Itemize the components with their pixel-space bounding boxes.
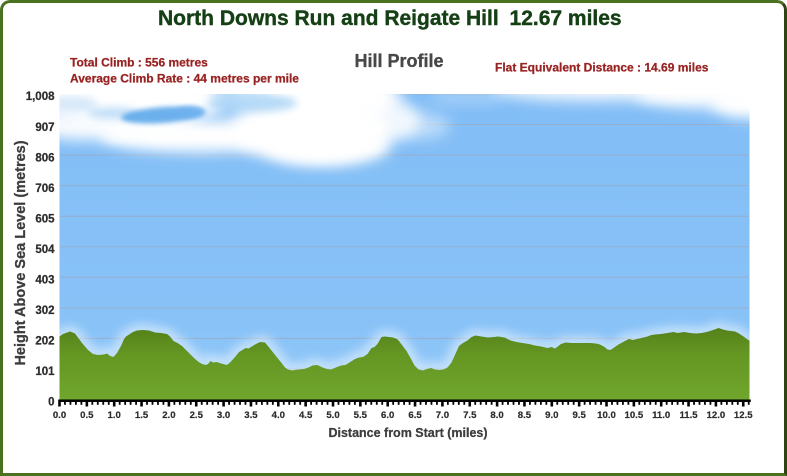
svg-text:6.5: 6.5 bbox=[408, 410, 422, 421]
svg-text:504: 504 bbox=[35, 244, 55, 256]
svg-text:3.0: 3.0 bbox=[217, 410, 230, 421]
svg-text:Distance from Start (miles): Distance from Start (miles) bbox=[328, 426, 487, 440]
svg-text:2.0: 2.0 bbox=[162, 410, 175, 421]
svg-text:Hill Profile: Hill Profile bbox=[354, 51, 443, 71]
svg-text:Height Above Sea Level (metres: Height Above Sea Level (metres) bbox=[13, 140, 29, 365]
svg-text:0.5: 0.5 bbox=[80, 410, 94, 421]
svg-text:12.5: 12.5 bbox=[734, 410, 753, 421]
svg-text:101: 101 bbox=[35, 366, 55, 378]
svg-text:Total Climb : 556 metres: Total Climb : 556 metres bbox=[70, 56, 208, 70]
svg-text:Average Climb Rate : 44 metres: Average Climb Rate : 44 metres per mile bbox=[70, 72, 299, 86]
svg-text:0: 0 bbox=[48, 397, 54, 409]
svg-text:806: 806 bbox=[35, 152, 54, 164]
svg-text:9.0: 9.0 bbox=[545, 410, 558, 421]
svg-text:1,008: 1,008 bbox=[26, 91, 55, 103]
svg-text:302: 302 bbox=[35, 305, 54, 317]
svg-text:9.5: 9.5 bbox=[572, 410, 586, 421]
svg-text:4.0: 4.0 bbox=[272, 410, 285, 421]
svg-text:8.0: 8.0 bbox=[490, 410, 503, 421]
svg-text:6.0: 6.0 bbox=[381, 410, 394, 421]
svg-text:North Downs Run and Reigate Hi: North Downs Run and Reigate Hill 12.67 m… bbox=[158, 7, 622, 30]
svg-text:7.5: 7.5 bbox=[463, 410, 477, 421]
svg-text:907: 907 bbox=[35, 122, 54, 134]
svg-text:605: 605 bbox=[35, 213, 55, 225]
svg-text:706: 706 bbox=[35, 183, 54, 195]
svg-text:11.5: 11.5 bbox=[679, 410, 698, 421]
svg-text:1.5: 1.5 bbox=[135, 410, 149, 421]
svg-text:5.0: 5.0 bbox=[326, 410, 339, 421]
svg-text:11.0: 11.0 bbox=[652, 410, 670, 421]
svg-text:4.5: 4.5 bbox=[299, 410, 313, 421]
svg-text:1.0: 1.0 bbox=[108, 410, 121, 421]
svg-text:3.5: 3.5 bbox=[244, 410, 258, 421]
svg-text:10.0: 10.0 bbox=[597, 410, 616, 421]
svg-text:12.0: 12.0 bbox=[707, 410, 726, 421]
svg-text:5.5: 5.5 bbox=[354, 410, 368, 421]
svg-text:Flat Equivalent Distance : 14.: Flat Equivalent Distance : 14.69 miles bbox=[495, 61, 709, 75]
svg-text:10.5: 10.5 bbox=[625, 410, 644, 421]
svg-text:2.5: 2.5 bbox=[190, 410, 204, 421]
svg-text:202: 202 bbox=[35, 336, 54, 348]
svg-text:7.0: 7.0 bbox=[436, 410, 449, 421]
svg-text:0.0: 0.0 bbox=[53, 410, 66, 421]
svg-text:8.5: 8.5 bbox=[518, 410, 532, 421]
svg-text:403: 403 bbox=[35, 275, 54, 287]
